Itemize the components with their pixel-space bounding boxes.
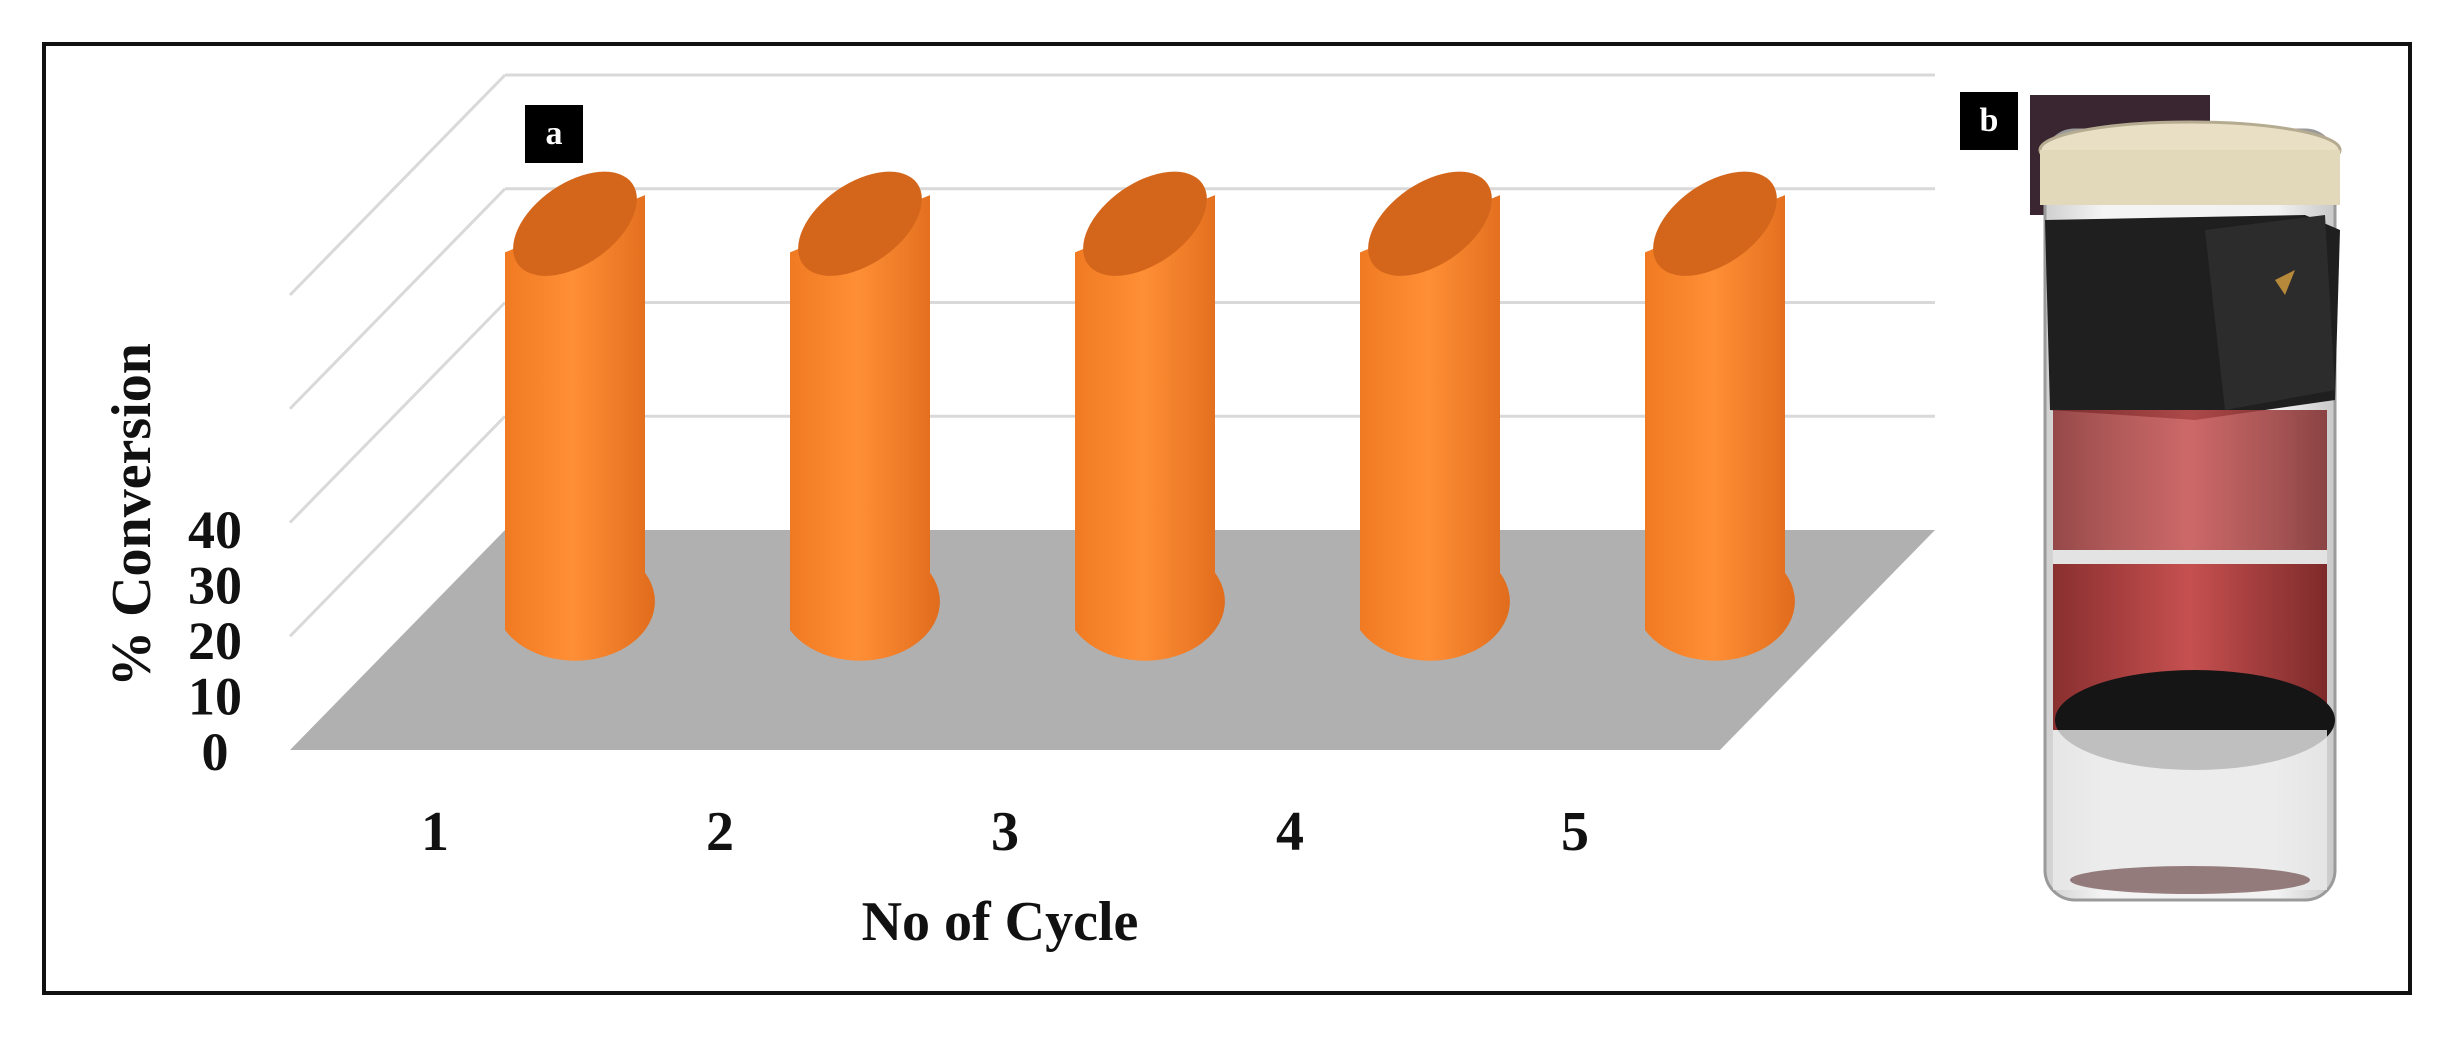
gridline-side [288, 301, 507, 524]
x-tick-label: 4 [1276, 801, 1304, 863]
bars [505, 171, 1795, 661]
bar-top [1653, 171, 1777, 276]
x-tick-label: 3 [991, 801, 1019, 863]
bar-top [1368, 171, 1492, 276]
y-axis-label: % Conversion [101, 343, 163, 687]
y-tick-label: 10 [188, 667, 242, 727]
y-tick-label: 20 [188, 611, 242, 671]
panel-label-b-text: b [1979, 102, 1999, 139]
x-tick-label: 1 [421, 801, 449, 863]
x-tick-label: 5 [1561, 801, 1589, 863]
bar-body [1075, 195, 1225, 661]
bar-body [1360, 195, 1510, 661]
bar-body [790, 195, 940, 661]
bar-3 [1075, 171, 1225, 661]
bar-4 [1360, 171, 1510, 661]
bar-top [798, 171, 922, 276]
vial-with-magnet-photo [2030, 95, 2342, 902]
bar-2 [790, 171, 940, 661]
y-tick-label: 0 [202, 722, 229, 782]
x-tick-label: 2 [706, 801, 734, 863]
panel-label-b: b [1960, 92, 2018, 150]
bar-top [513, 171, 637, 276]
figure-frame [42, 42, 2412, 995]
bar-body [1645, 195, 1795, 661]
panel-label-a: a [525, 105, 583, 163]
bar-1 [505, 171, 655, 661]
bar-top [1083, 171, 1207, 276]
x-axis-label: No of Cycle [862, 891, 1139, 953]
gridline-side [288, 73, 507, 297]
gridline-side [288, 187, 507, 410]
y-tick-label: 40 [188, 500, 242, 560]
gridline-side [288, 415, 507, 638]
x-tick-labels: 1 2 3 4 5 [421, 801, 1589, 863]
panel-label-a-text: a [545, 115, 563, 152]
bar-5 [1645, 171, 1795, 661]
y-tick-label: 30 [188, 556, 242, 616]
bar-body [505, 195, 655, 661]
